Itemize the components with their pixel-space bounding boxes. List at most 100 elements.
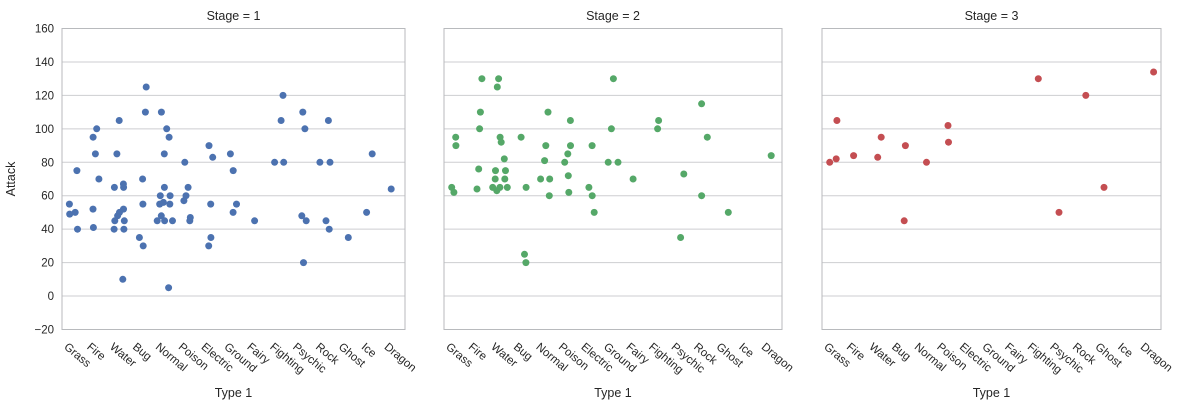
- data-point: [91, 150, 99, 158]
- data-point: [110, 225, 118, 233]
- data-point: [567, 142, 574, 150]
- data-point: [302, 217, 310, 225]
- data-point: [495, 75, 503, 83]
- data-point: [156, 200, 164, 208]
- y-tick-label: 100: [35, 124, 54, 136]
- data-point: [475, 165, 483, 173]
- data-point: [493, 83, 501, 91]
- data-point: [614, 158, 622, 166]
- data-point: [564, 150, 572, 158]
- data-point: [452, 142, 460, 150]
- x-axis-label: Type 1: [215, 386, 253, 400]
- data-point: [923, 158, 930, 166]
- data-point: [93, 125, 101, 133]
- y-axis-label: Attack: [4, 161, 18, 196]
- data-point: [135, 234, 143, 241]
- data-point: [517, 133, 525, 141]
- data-point: [542, 142, 550, 150]
- data-point: [655, 117, 663, 124]
- data-point: [496, 183, 504, 191]
- data-point: [322, 217, 330, 225]
- data-point: [545, 192, 553, 200]
- data-point: [1150, 68, 1158, 76]
- data-point: [165, 133, 173, 141]
- data-point: [492, 167, 499, 175]
- data-point: [1100, 183, 1108, 191]
- data-point: [139, 200, 147, 208]
- data-point: [89, 133, 97, 141]
- data-point: [229, 208, 237, 216]
- data-point: [703, 133, 711, 141]
- data-point: [537, 175, 545, 183]
- data-point: [142, 83, 150, 91]
- data-point: [163, 125, 171, 133]
- data-point: [66, 210, 74, 218]
- data-point: [604, 158, 612, 166]
- data-point: [877, 133, 885, 141]
- data-point: [546, 175, 554, 183]
- panel-spines: [443, 28, 783, 330]
- data-point: [166, 192, 174, 200]
- data-point: [119, 180, 127, 188]
- data-point: [491, 175, 499, 183]
- data-point: [89, 205, 97, 213]
- data-point: [629, 175, 637, 183]
- data-point: [271, 158, 279, 166]
- y-tick-label: 60: [41, 191, 54, 203]
- data-point: [1082, 91, 1090, 99]
- panel-title: Stage = 3: [965, 9, 1019, 23]
- data-point: [344, 234, 352, 241]
- data-point: [944, 122, 952, 129]
- data-point: [497, 138, 505, 146]
- data-point: [279, 91, 287, 99]
- data-point: [180, 197, 188, 205]
- data-point: [502, 167, 509, 175]
- data-point: [119, 275, 127, 283]
- data-point: [251, 217, 259, 225]
- data-point: [609, 75, 617, 83]
- data-point: [110, 183, 118, 191]
- data-point: [325, 225, 333, 233]
- y-tick-label: 120: [35, 90, 54, 102]
- data-point: [541, 157, 549, 165]
- x-tick-label: Dragon: [1138, 341, 1175, 374]
- data-point: [1055, 208, 1063, 216]
- data-point: [157, 212, 165, 220]
- data-point: [141, 108, 149, 116]
- data-point: [111, 217, 119, 225]
- data-point: [233, 200, 240, 208]
- data-point: [724, 208, 732, 216]
- data-point: [71, 208, 79, 216]
- data-point: [300, 259, 307, 267]
- panel-title: Stage = 1: [207, 9, 261, 23]
- data-point: [301, 125, 309, 133]
- data-point: [207, 234, 215, 241]
- data-point: [139, 175, 147, 183]
- data-point: [120, 225, 128, 233]
- data-point: [833, 117, 841, 124]
- data-point: [590, 208, 598, 216]
- data-point: [501, 175, 509, 183]
- data-point: [89, 224, 97, 231]
- y-tick-label: 40: [41, 224, 54, 236]
- data-point: [186, 217, 194, 225]
- data-point: [489, 183, 497, 191]
- data-point: [680, 170, 688, 178]
- data-point: [120, 217, 128, 225]
- data-point: [229, 167, 237, 175]
- panel-spines: [61, 28, 406, 330]
- y-tick-label: 80: [41, 157, 54, 169]
- data-point: [280, 158, 288, 166]
- data-point: [316, 158, 324, 166]
- data-point: [157, 108, 165, 116]
- data-point: [205, 142, 213, 150]
- data-point: [566, 117, 574, 124]
- data-point: [698, 100, 706, 108]
- data-point: [113, 150, 121, 158]
- data-point: [277, 117, 285, 124]
- data-point: [160, 183, 168, 191]
- data-point: [65, 200, 73, 208]
- data-point: [139, 242, 147, 250]
